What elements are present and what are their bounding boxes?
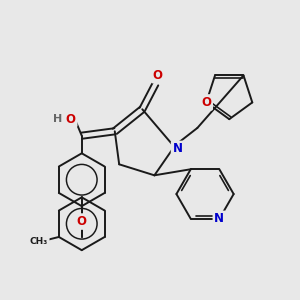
Text: H: H [53,114,62,124]
Text: O: O [201,96,211,109]
Text: O: O [77,215,87,228]
Text: O: O [66,113,76,126]
Text: CH₃: CH₃ [30,237,48,246]
Text: O: O [153,69,163,82]
Text: N: N [214,212,224,225]
Text: N: N [172,142,182,155]
